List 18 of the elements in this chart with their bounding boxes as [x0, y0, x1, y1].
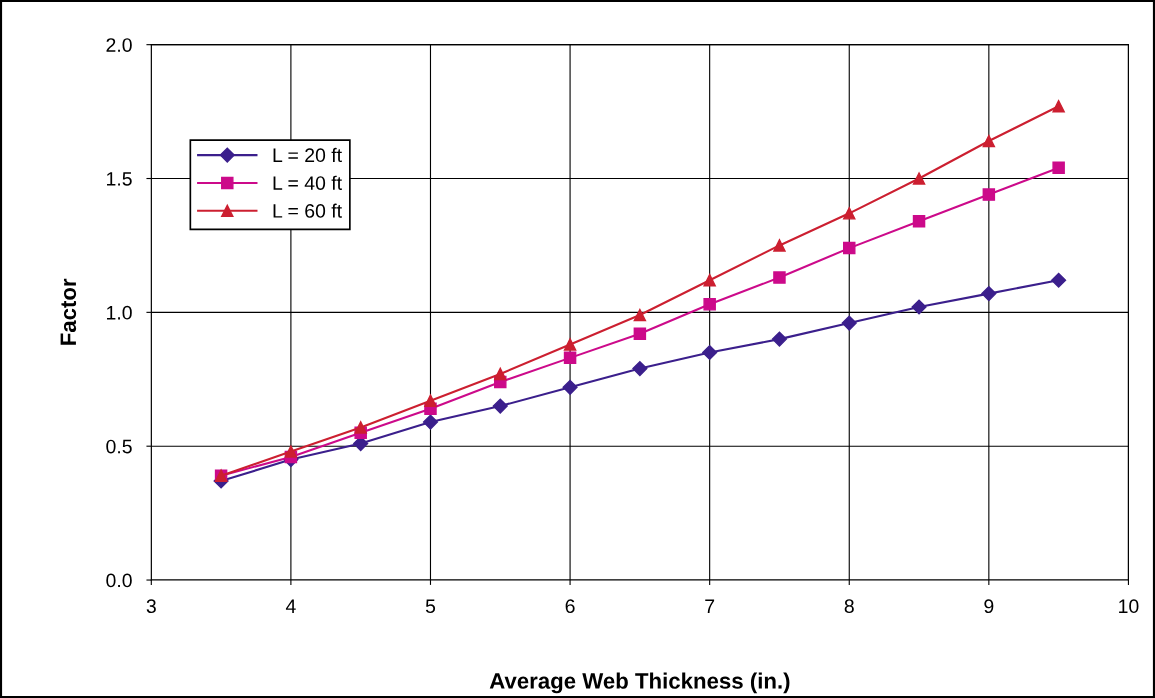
y-tick-label: 1.5 — [107, 172, 132, 186]
y-tick-label: 1.0 — [107, 305, 132, 320]
x-tick-label: 10 — [1119, 599, 1139, 614]
legend-label: L = 60 ft — [273, 203, 342, 218]
y-tick-label: 2.0 — [106, 38, 132, 52]
legend-label: L = 20 ft — [273, 147, 342, 163]
y-axis-title: Factor — [60, 278, 77, 345]
x-tick-label: 5 — [425, 599, 436, 614]
y-tick-label: 0.0 — [106, 573, 132, 588]
x-tick-label: 9 — [984, 599, 994, 614]
x-tick-label: 3 — [146, 599, 156, 614]
x-tick-label: 7 — [705, 599, 715, 613]
x-axis-title: Average Web Thickness (in.) — [489, 672, 790, 694]
legend-label: L = 40 ft — [273, 175, 342, 190]
y-tick-label: 0.5 — [106, 439, 132, 454]
x-tick-label: 6 — [565, 599, 575, 614]
x-tick-label: 4 — [285, 599, 296, 613]
x-tick-label: 8 — [844, 599, 854, 614]
